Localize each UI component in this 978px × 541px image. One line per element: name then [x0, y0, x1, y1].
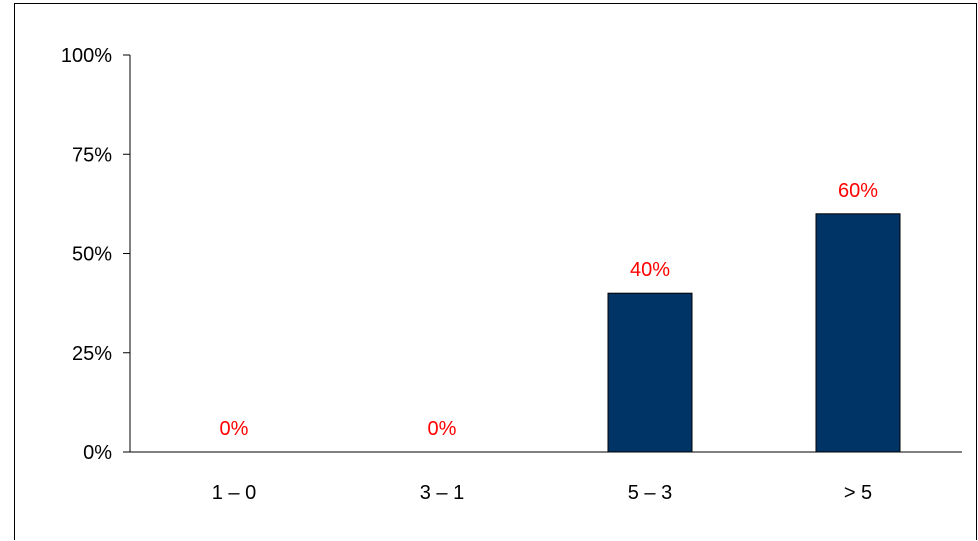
x-tick-label: 3 – 1	[420, 482, 464, 504]
x-tick-label: > 5	[844, 482, 872, 504]
x-tick-label: 5 – 3	[628, 482, 672, 504]
bar	[815, 213, 901, 453]
bar-value-label: 0%	[220, 418, 249, 440]
bar	[607, 292, 693, 453]
bar-value-label: 0%	[428, 418, 457, 440]
y-tick-label: 50%	[72, 244, 112, 266]
y-tick-label: 100%	[61, 45, 112, 67]
y-tick-label: 25%	[72, 343, 112, 365]
bar-value-label: 60%	[838, 180, 878, 202]
bars	[607, 213, 901, 453]
y-tick-label: 75%	[72, 144, 112, 166]
x-axis: 1 – 0 3 – 1 5 – 3 > 5	[123, 451, 962, 504]
y-tick-label: 0%	[83, 442, 112, 464]
chart-frame	[14, 3, 977, 540]
x-tick-label: 1 – 0	[212, 482, 256, 504]
y-axis: 0% 25% 50% 75% 100%	[61, 45, 131, 464]
data-labels: 0% 0% 40% 60%	[220, 180, 879, 440]
bar-value-label: 40%	[630, 259, 670, 281]
